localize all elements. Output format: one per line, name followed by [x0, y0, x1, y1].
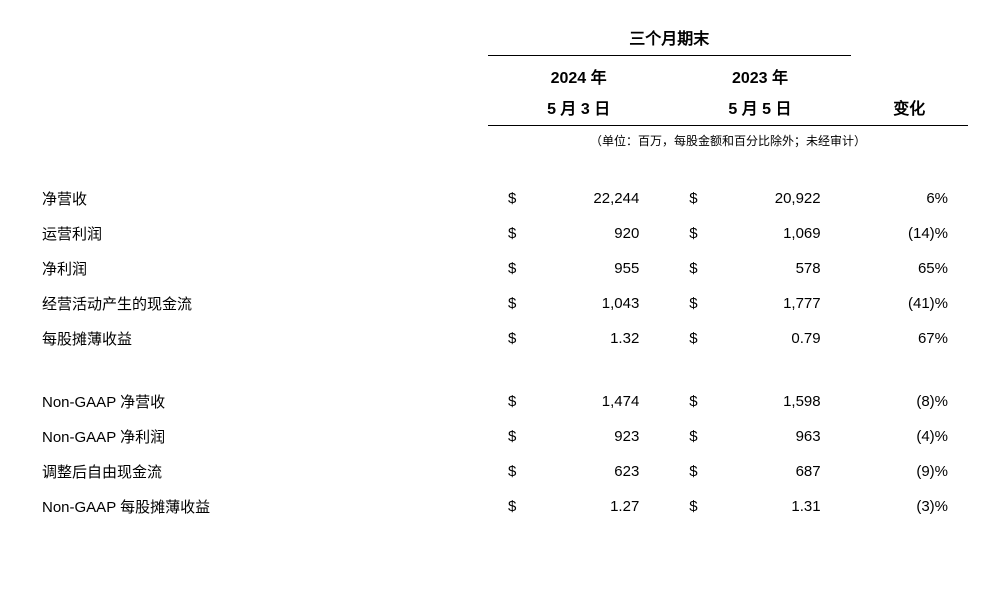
row-label: 每股摊薄收益: [40, 321, 488, 356]
table-row: 净利润$955$57865%: [40, 251, 968, 286]
currency-symbol: $: [669, 489, 712, 524]
value-2023: 963: [712, 419, 851, 454]
value-2023: 687: [712, 454, 851, 489]
currency-symbol: $: [488, 384, 531, 419]
date-2024: 5 月 3 日: [488, 90, 669, 126]
table-row: 经营活动产生的现金流$1,043$1,777(41)%: [40, 286, 968, 321]
currency-symbol: $: [669, 181, 712, 216]
table-row: 净营收$22,244$20,9226%: [40, 181, 968, 216]
currency-symbol: $: [669, 216, 712, 251]
year-2024: 2024 年: [488, 56, 669, 91]
row-label: Non-GAAP 净利润: [40, 419, 488, 454]
table-row: 运营利润$920$1,069(14)%: [40, 216, 968, 251]
period-header: 三个月期末: [488, 20, 851, 56]
currency-symbol: $: [669, 454, 712, 489]
currency-symbol: $: [488, 489, 531, 524]
value-2023: 1,777: [712, 286, 851, 321]
value-2023: 1,598: [712, 384, 851, 419]
row-label: 调整后自由现金流: [40, 454, 488, 489]
value-change: (4)%: [851, 419, 968, 454]
value-change: 65%: [851, 251, 968, 286]
header-period-row: 三个月期末: [40, 20, 968, 56]
year-2023: 2023 年: [669, 56, 850, 91]
row-label: 经营活动产生的现金流: [40, 286, 488, 321]
row-label: Non-GAAP 净营收: [40, 384, 488, 419]
value-2023: 578: [712, 251, 851, 286]
value-change: (9)%: [851, 454, 968, 489]
value-2023: 1.31: [712, 489, 851, 524]
currency-symbol: $: [669, 384, 712, 419]
value-change: 6%: [851, 181, 968, 216]
currency-symbol: $: [669, 419, 712, 454]
value-2024: 955: [531, 251, 670, 286]
value-2024: 920: [531, 216, 670, 251]
value-2024: 1.27: [531, 489, 670, 524]
table-row: 每股摊薄收益$1.32$0.7967%: [40, 321, 968, 356]
unit-note-row: （单位：百万，每股金额和百分比除外；未经审计）: [40, 126, 968, 162]
currency-symbol: $: [488, 286, 531, 321]
value-change: (8)%: [851, 384, 968, 419]
value-2024: 1.32: [531, 321, 670, 356]
value-2023: 1,069: [712, 216, 851, 251]
header-year-row: 2024 年 2023 年: [40, 56, 968, 91]
currency-symbol: $: [488, 321, 531, 356]
currency-symbol: $: [669, 321, 712, 356]
value-2024: 22,244: [531, 181, 670, 216]
row-label: 净利润: [40, 251, 488, 286]
value-change: 67%: [851, 321, 968, 356]
date-2023: 5 月 5 日: [669, 90, 850, 126]
table-row: Non-GAAP 净营收$1,474$1,598(8)%: [40, 384, 968, 419]
unit-note: （单位：百万，每股金额和百分比除外；未经审计）: [488, 126, 968, 162]
currency-symbol: $: [488, 419, 531, 454]
table-row: 调整后自由现金流$623$687(9)%: [40, 454, 968, 489]
value-change: (41)%: [851, 286, 968, 321]
financial-table: 三个月期末 2024 年 2023 年 5 月 3 日 5 月 5 日 变化 （…: [40, 20, 968, 524]
value-2024: 923: [531, 419, 670, 454]
currency-symbol: $: [669, 286, 712, 321]
currency-symbol: $: [669, 251, 712, 286]
non-gaap-group: Non-GAAP 净营收$1,474$1,598(8)%Non-GAAP 净利润…: [40, 384, 968, 524]
change-header: 变化: [851, 90, 968, 126]
row-label: 运营利润: [40, 216, 488, 251]
gaap-group: 净营收$22,244$20,9226%运营利润$920$1,069(14)%净利…: [40, 181, 968, 356]
currency-symbol: $: [488, 251, 531, 286]
currency-symbol: $: [488, 181, 531, 216]
row-label: Non-GAAP 每股摊薄收益: [40, 489, 488, 524]
value-2023: 0.79: [712, 321, 851, 356]
row-label: 净营收: [40, 181, 488, 216]
currency-symbol: $: [488, 454, 531, 489]
value-2023: 20,922: [712, 181, 851, 216]
header-date-row: 5 月 3 日 5 月 5 日 变化: [40, 90, 968, 126]
currency-symbol: $: [488, 216, 531, 251]
value-2024: 623: [531, 454, 670, 489]
table-row: Non-GAAP 净利润$923$963(4)%: [40, 419, 968, 454]
value-2024: 1,043: [531, 286, 670, 321]
group-spacer: [40, 356, 968, 384]
value-2024: 1,474: [531, 384, 670, 419]
table-row: Non-GAAP 每股摊薄收益$1.27$1.31(3)%: [40, 489, 968, 524]
value-change: (14)%: [851, 216, 968, 251]
value-change: (3)%: [851, 489, 968, 524]
